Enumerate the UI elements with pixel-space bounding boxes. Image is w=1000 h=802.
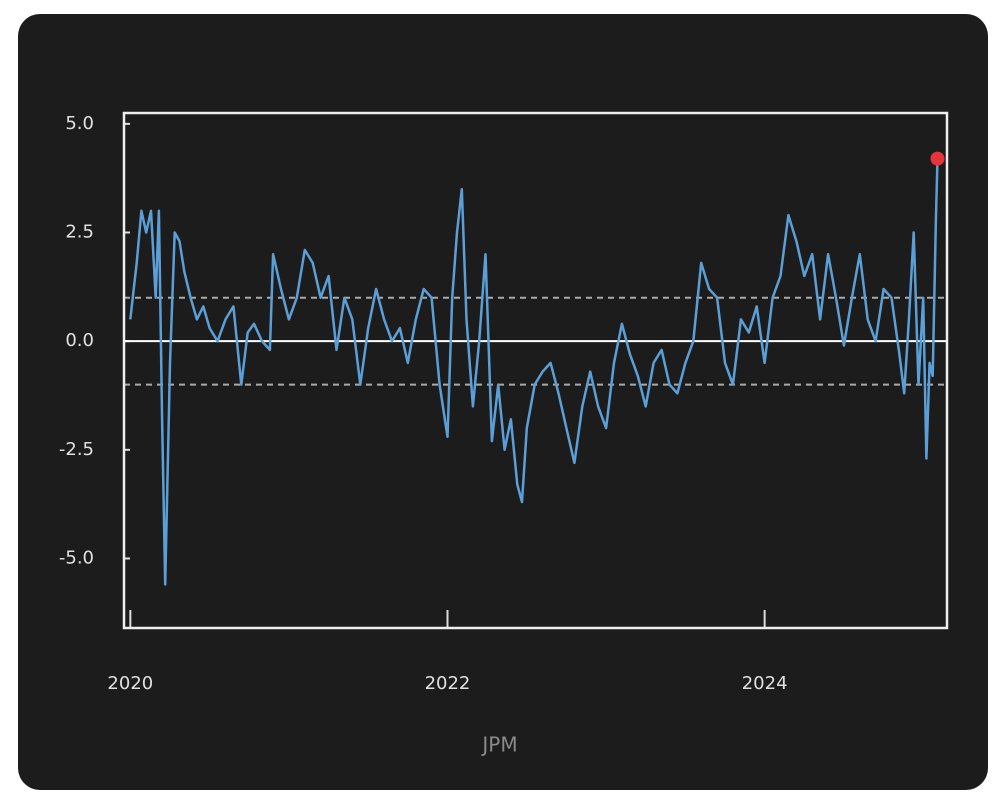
x-tick-label: 2024 (742, 673, 788, 694)
x-axis-label: JPM (480, 733, 517, 757)
y-tick-label: 0.0 (65, 330, 94, 351)
x-tick-label: 2022 (425, 673, 471, 694)
y-tick-label: 2.5 (65, 222, 94, 243)
panel (18, 14, 988, 790)
x-tick-label: 2020 (107, 673, 153, 694)
data-line (129, 158, 939, 586)
y-tick-label: -2.5 (59, 439, 94, 460)
plot-frame (122, 111, 949, 630)
y-tick-label: -5.0 (59, 547, 94, 568)
last-point (930, 151, 945, 166)
y-tick-label: 5.0 (65, 113, 94, 134)
